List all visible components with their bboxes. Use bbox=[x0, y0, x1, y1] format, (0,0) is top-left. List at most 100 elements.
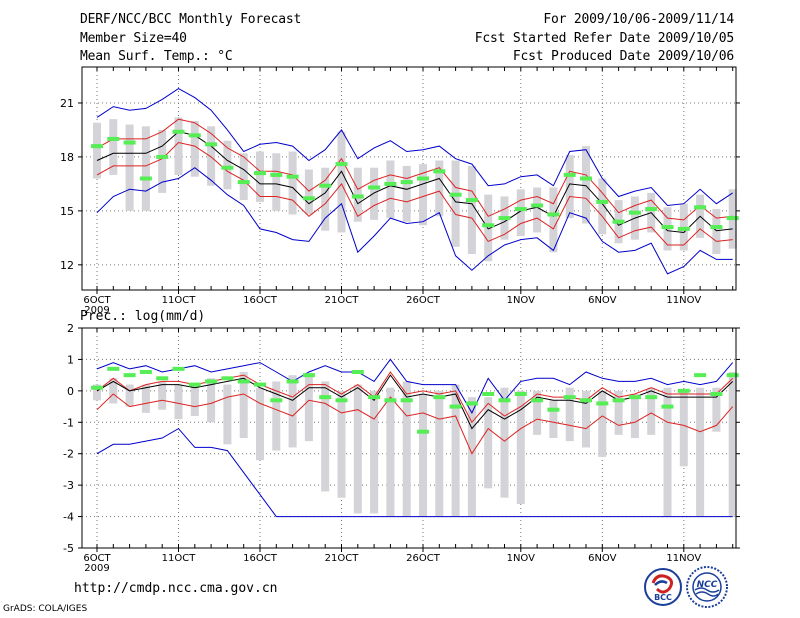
ensemble-range-bar bbox=[582, 390, 590, 448]
bcc-logo-ring bbox=[644, 568, 682, 606]
observed-marker bbox=[368, 395, 381, 400]
ensemble-range-bar bbox=[239, 372, 248, 438]
ensemble-range-bar bbox=[190, 120, 199, 177]
observed-marker bbox=[237, 180, 250, 185]
ensemble-range-bar bbox=[533, 187, 542, 233]
ncc-logo-text: NCC bbox=[697, 580, 718, 590]
ensemble-range-bar bbox=[370, 390, 379, 514]
ensemble-mean-line bbox=[96, 131, 733, 234]
ensemble-mean-line bbox=[96, 374, 734, 430]
ensemble-range-bar bbox=[321, 167, 330, 231]
observed-marker bbox=[221, 376, 234, 381]
ensemble-range-bar bbox=[125, 124, 134, 211]
ncc-logo: NCC bbox=[686, 566, 728, 608]
observed-marker bbox=[677, 226, 690, 231]
ensemble-range-bar bbox=[402, 381, 411, 517]
observed-marker bbox=[612, 219, 625, 224]
observed-marker bbox=[107, 366, 120, 371]
ensemble-range-bar bbox=[484, 194, 493, 262]
observed-marker bbox=[286, 174, 299, 179]
observed-marker bbox=[694, 205, 707, 210]
observed-marker bbox=[514, 392, 527, 396]
ensemble-range-bar bbox=[158, 381, 167, 410]
upper-envelope-line bbox=[96, 88, 733, 207]
ensemble-range-bar bbox=[696, 387, 705, 517]
bcc-logo-swirl bbox=[651, 574, 674, 594]
observed-marker bbox=[172, 366, 185, 371]
bcc-logo: BCC bbox=[644, 568, 682, 606]
x-tick-label: 21OCT bbox=[325, 295, 360, 306]
ensemble-range-bar bbox=[435, 390, 444, 517]
ensemble-range-bar bbox=[223, 140, 232, 190]
observed-marker bbox=[531, 203, 544, 208]
ensemble-range-bar bbox=[679, 390, 688, 467]
x-tick-label: 26OCT bbox=[406, 295, 441, 306]
precipitation-panel: 6OCT 11OCT 16OCT 21OCT 26OCT 1NOV 6NOV 11NOV 200… bbox=[63, 322, 740, 574]
observed-marker bbox=[156, 376, 169, 381]
observed-marker bbox=[710, 225, 723, 230]
x-tick-label: 21OCT bbox=[325, 553, 360, 564]
observed-marker bbox=[351, 194, 364, 199]
observed-marker bbox=[335, 398, 348, 403]
ensemble-range-bar bbox=[174, 117, 183, 175]
ensemble-range-bar bbox=[337, 131, 346, 233]
observed-marker bbox=[498, 398, 511, 403]
source-url[interactable]: http://cmdp.ncc.cma.gov.cn bbox=[74, 581, 278, 596]
observed-marker bbox=[107, 136, 120, 141]
observed-marker bbox=[580, 398, 592, 403]
ensemble-range-bar bbox=[516, 390, 525, 504]
x-tick-label: 16OCT bbox=[243, 295, 278, 306]
y-tick-label: -4 bbox=[63, 511, 74, 524]
observed-marker bbox=[188, 382, 201, 387]
x-tick-label: 11NOV bbox=[666, 553, 701, 564]
ensemble-range-bar bbox=[663, 387, 672, 517]
observed-marker bbox=[156, 154, 169, 159]
y-tick-label: 0 bbox=[67, 385, 74, 398]
ensemble-range-bar bbox=[386, 160, 395, 219]
ensemble-range-bar bbox=[304, 169, 313, 215]
ensemble-range-bar bbox=[435, 160, 444, 217]
ensemble-range-bar bbox=[158, 129, 167, 193]
upper-spread-line bbox=[96, 371, 734, 424]
y-tick-label: -3 bbox=[63, 479, 74, 492]
ensemble-range-bar bbox=[467, 165, 476, 255]
ensemble-range-bar bbox=[712, 387, 721, 432]
observed-marker bbox=[645, 207, 658, 212]
ensemble-range-bar bbox=[272, 153, 281, 211]
y-tick-label: -1 bbox=[63, 416, 74, 429]
observed-marker bbox=[417, 429, 429, 434]
observed-marker bbox=[628, 395, 641, 400]
observed-marker bbox=[694, 373, 707, 378]
x-tick-label: 11OCT bbox=[162, 553, 197, 564]
ensemble-range-bar bbox=[419, 164, 427, 226]
fcst-started-label: Fcst Started Refer Date 2009/10/05 bbox=[474, 31, 735, 46]
x-year-label: 2009 bbox=[84, 305, 109, 316]
ensemble-range-bar bbox=[223, 384, 232, 445]
observed-marker bbox=[580, 176, 592, 181]
ensemble-range-bar bbox=[207, 126, 216, 186]
observed-marker bbox=[335, 162, 348, 167]
ensemble-range-bar bbox=[93, 384, 101, 401]
observed-marker bbox=[563, 395, 576, 400]
y-tick-label: -2 bbox=[63, 448, 74, 461]
observed-marker bbox=[221, 165, 234, 170]
observed-marker bbox=[319, 183, 332, 188]
ensemble-range-bar bbox=[207, 378, 216, 423]
plot-frame bbox=[81, 66, 737, 291]
observed-marker bbox=[645, 395, 658, 400]
ensemble-range-bar bbox=[125, 384, 134, 407]
ncc-logo-inner bbox=[692, 572, 722, 602]
y-tick-label: 18 bbox=[60, 151, 74, 164]
observed-marker bbox=[254, 171, 266, 176]
observed-marker bbox=[563, 172, 576, 177]
ensemble-range-bar bbox=[516, 189, 525, 237]
ensemble-range-bar bbox=[451, 160, 460, 247]
upper-spread-line bbox=[96, 118, 733, 221]
ensemble-range-bar bbox=[728, 372, 737, 517]
y-tick-label: 15 bbox=[60, 205, 74, 218]
bcc-logo-text: BCC bbox=[654, 593, 672, 602]
observed-marker bbox=[726, 373, 739, 378]
ensemble-range-bar bbox=[239, 153, 248, 201]
ensemble-range-bar bbox=[500, 387, 509, 498]
observed-marker bbox=[139, 370, 152, 374]
